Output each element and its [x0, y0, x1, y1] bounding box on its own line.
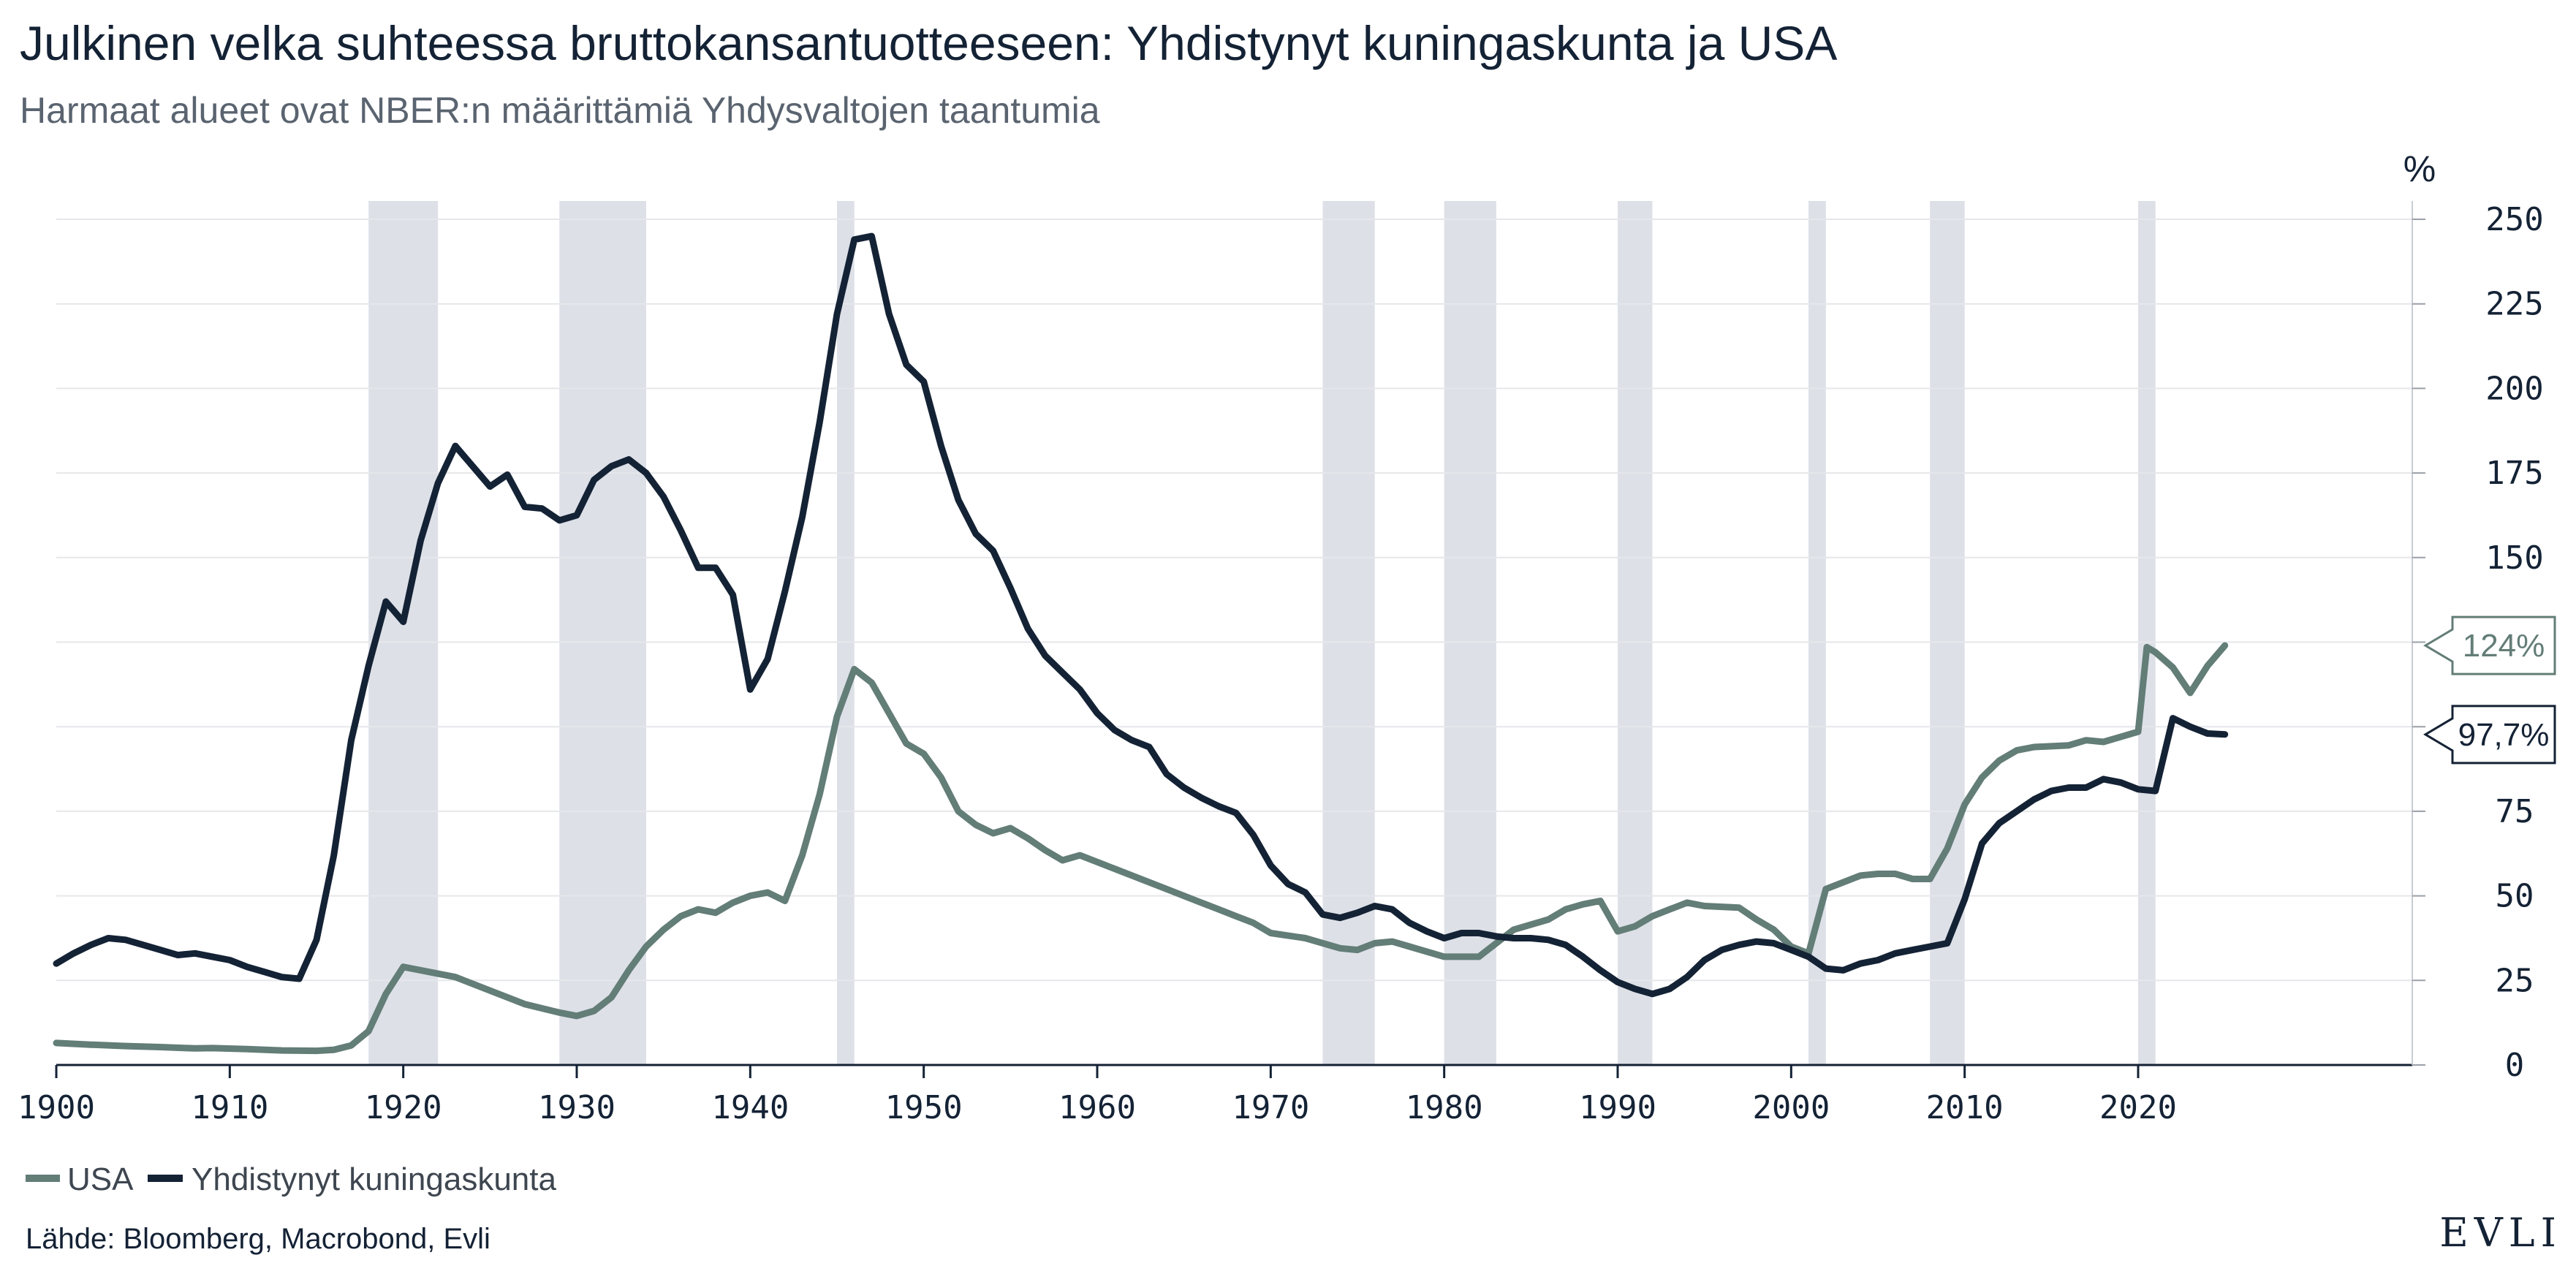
- recession-band-1945: [837, 201, 855, 1065]
- axes: [56, 201, 2413, 1066]
- x-tick-label-1940: 1940: [711, 1089, 789, 1126]
- recession-bands: [368, 201, 2156, 1065]
- recession-band-1990: [1618, 201, 1653, 1065]
- x-tick-label-2000: 2000: [1752, 1089, 1830, 1126]
- x-tick-label-1920: 1920: [365, 1089, 442, 1126]
- y-tick-label-0: 0: [2505, 1047, 2525, 1084]
- end-label-uk: 97,7%: [2458, 717, 2550, 753]
- recession-band-1980: [1444, 201, 1496, 1065]
- y-tick-label-225: 225: [2485, 286, 2543, 323]
- y-tick-label-75: 75: [2496, 793, 2534, 830]
- end-label-usa: 124%: [2463, 628, 2545, 664]
- x-tick-label-1950: 1950: [885, 1089, 963, 1126]
- x-tick-label-1910: 1910: [191, 1089, 268, 1126]
- end-label-box-uk: [2423, 705, 2556, 765]
- end-label-box-usa: [2423, 615, 2556, 675]
- x-tick-label-1970: 1970: [1232, 1089, 1309, 1126]
- x-tick-label-2020: 2020: [2099, 1089, 2177, 1126]
- end-value-labels: 124% 97,7%: [2423, 615, 2556, 765]
- y-axis-unit-label: %: [2403, 148, 2436, 189]
- recession-band-2001: [1808, 201, 1826, 1065]
- x-tick-label-1930: 1930: [538, 1089, 615, 1126]
- page-subtitle: Harmaat alueet ovat NBER:n määrittämiä Y…: [20, 90, 1100, 131]
- x-tick-label-1980: 1980: [1406, 1089, 1483, 1126]
- x-tick-label-1900: 1900: [18, 1089, 95, 1126]
- y-tick-label-175: 175: [2485, 455, 2543, 492]
- y-tick-label-200: 200: [2485, 370, 2543, 407]
- source-note: Lähde: Bloomberg, Macrobond, Evli: [26, 1223, 490, 1255]
- y-tick-label-50: 50: [2496, 878, 2534, 915]
- recession-band-1973: [1322, 201, 1375, 1065]
- x-tick-label-1960: 1960: [1058, 1089, 1136, 1126]
- recession-band-2020: [2138, 201, 2156, 1065]
- recession-band-1929: [559, 201, 646, 1065]
- y-tick-label-250: 250: [2485, 201, 2543, 238]
- legend: USA Yhdistynyt kuningaskunta: [26, 1161, 557, 1197]
- x-axis-ticks: 1900 1910 1920 1930 1940 1950 1960 1970 1980 1990…: [18, 1065, 2177, 1126]
- series-line-usa: [53, 642, 2229, 1055]
- y-axis-ticks: 0255075100125150175200225250: [2412, 201, 2544, 1084]
- series-lines: [53, 232, 2229, 1055]
- legend-uk-label: Yhdistynyt kuningaskunta: [192, 1161, 557, 1197]
- legend-usa-label: USA: [67, 1161, 134, 1197]
- x-tick-label-1990: 1990: [1579, 1089, 1656, 1126]
- x-tick-label-2010: 2010: [1926, 1089, 2004, 1126]
- series-line-uk: [53, 232, 2229, 998]
- y-tick-label-25: 25: [2496, 962, 2534, 999]
- evli-logo: EVLI: [2439, 1210, 2562, 1256]
- y-tick-label-150: 150: [2485, 539, 2543, 577]
- page-title: Julkinen velka suhteessa bruttokansantuo…: [20, 16, 1837, 70]
